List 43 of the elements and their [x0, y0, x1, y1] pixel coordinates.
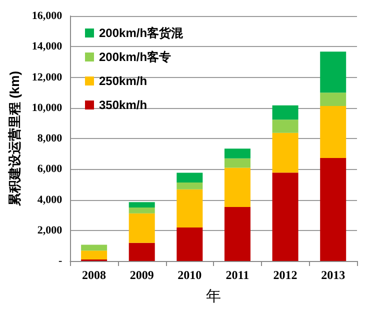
bar: [272, 120, 298, 133]
bar: [320, 52, 346, 93]
x-tick-label: 2011: [226, 268, 250, 282]
bar: [128, 208, 155, 214]
y-tick-label: -: [58, 255, 62, 267]
bar: [272, 172, 298, 261]
bar: [224, 168, 250, 207]
bar: [176, 189, 203, 228]
x-tick-label: 2008: [82, 268, 106, 282]
bar: [320, 158, 346, 261]
y-tick-label: 14,000: [32, 40, 63, 53]
y-tick-label: 10,000: [32, 102, 63, 114]
x-axis-title: 年: [206, 288, 222, 305]
x-tick-label: 2010: [178, 268, 202, 282]
y-tick-label: 2,000: [37, 224, 63, 236]
y-tick-label: 8,000: [37, 132, 63, 144]
bar: [272, 105, 298, 120]
legend-label: 250km/h: [99, 74, 148, 88]
legend-label: 350km/h: [99, 98, 148, 112]
y-axis-title: 累积建设运营里程 (km): [7, 70, 22, 208]
bar: [128, 202, 155, 208]
bar: [176, 182, 203, 190]
bar: [128, 242, 155, 261]
bar: [81, 250, 108, 260]
legend-label: 200km/h客货混: [99, 26, 184, 40]
y-tick-label: 6,000: [37, 163, 63, 176]
x-tick-label: 2013: [321, 268, 346, 282]
y-tick-label: 16,000: [32, 10, 63, 22]
bar: [81, 244, 108, 251]
bar: [176, 227, 203, 261]
bar: [224, 206, 250, 261]
x-tick-label: 2009: [130, 268, 154, 282]
bar: [176, 172, 203, 182]
bar: [128, 213, 155, 243]
y-tick-label: 4,000: [37, 194, 63, 206]
bar: [320, 106, 346, 158]
legend-label: 200km/h客专: [99, 50, 172, 64]
bar: [272, 132, 298, 173]
bar: [224, 148, 250, 158]
bar: [320, 92, 346, 106]
bar: [224, 158, 250, 168]
x-tick-label: 2012: [273, 268, 298, 282]
y-tick-label: 12,000: [32, 71, 63, 84]
